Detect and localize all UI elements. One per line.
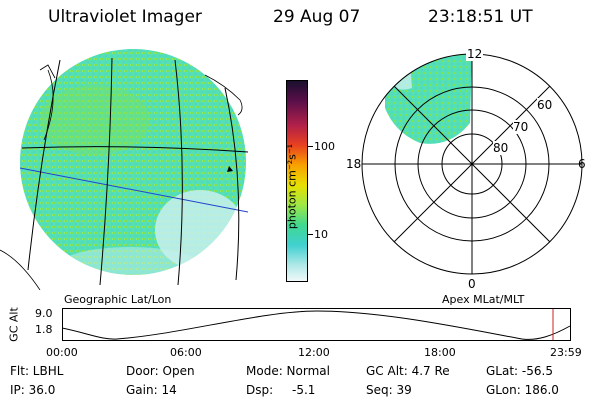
mlt-label-0: 0 [468,277,476,291]
colorbar-unit-label: photon cm⁻²s⁻¹ [285,143,299,230]
app-title: Ultraviolet Imager [48,7,202,27]
altitude-xtick-2: 12:00 [298,346,330,359]
altitude-xtick-3: 18:00 [424,346,456,359]
mlt-label-18: 18 [346,157,362,171]
mlt-label-6: 6 [578,157,586,171]
altitude-ytick-low: 1.8 [35,323,53,336]
altitude-xtick-4: 23:59 [550,346,582,359]
info-door: Door: Open [126,364,195,378]
colorbar-tick-10: 10 [314,228,328,241]
info-ip: IP: 36.0 [10,383,56,397]
info-mode: Mode: Normal [246,364,330,378]
info-gain: Gain: 14 [126,383,177,397]
info-seq: Seq: 39 [366,383,412,397]
altitude-xtick-1: 06:00 [170,346,202,359]
lat-label-70: 70 [513,120,529,134]
altitude-xtick-0: 00:00 [46,346,78,359]
colorbar [286,80,308,282]
polar-plot [361,53,583,275]
apex-caption: Apex MLat/MLT [442,293,525,306]
altitude-ytick-high: 9.0 [35,307,53,320]
lat-label-80: 80 [493,141,509,155]
time-label: 23:18:51 UT [428,7,533,27]
date-label: 29 Aug 07 [273,7,361,27]
info-glat: GLat: -56.5 [486,364,553,378]
info-gc-alt: GC Alt: 4.7 Re [366,364,450,378]
altitude-axis-label: GC Alt [7,307,21,342]
lat-label-60: 60 [537,98,553,112]
info-dsp-value: -5.1 [292,383,316,397]
info-dsp-label: Dsp: [246,383,274,397]
mlt-label-12: 12 [466,47,484,61]
geographic-caption: Geographic Lat/Lon [64,293,172,306]
info-filter: Flt: LBHL [10,364,64,378]
info-glon: GLon: 186.0 [486,383,559,397]
altitude-plot [62,308,571,341]
geographic-image [0,49,249,290]
colorbar-tick-100: 100 [314,140,335,153]
